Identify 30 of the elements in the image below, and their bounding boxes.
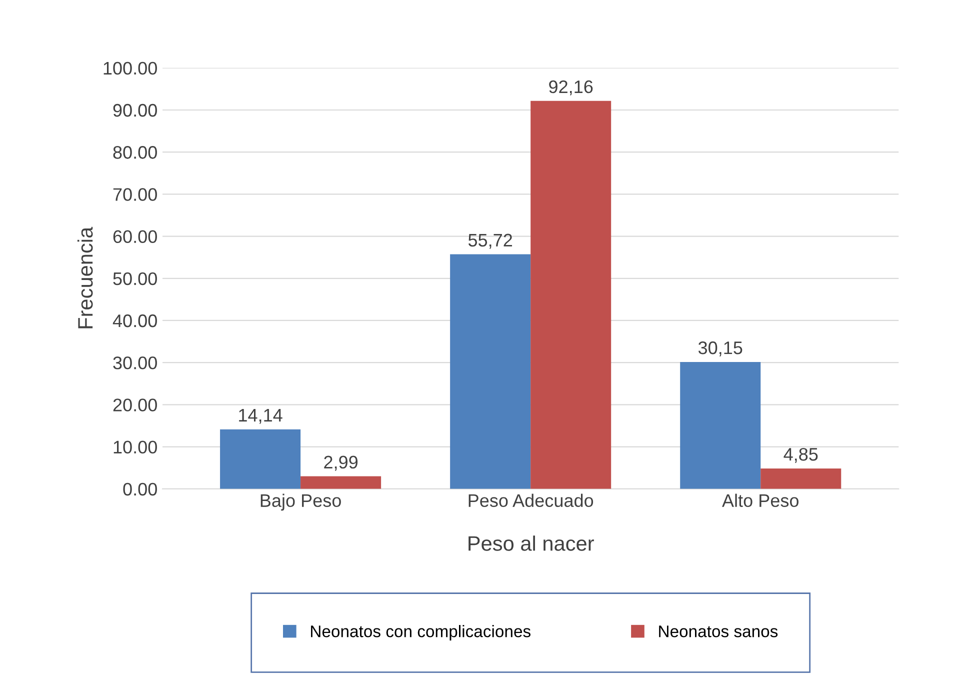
y-tick-label: 70.00 — [113, 188, 157, 201]
y-tick-label: 60.00 — [113, 230, 157, 244]
y-axis-title: Frecuencia — [77, 226, 93, 328]
y-tick-label: 80.00 — [113, 146, 157, 159]
y-tick-label: 50.00 — [113, 272, 157, 286]
legend-label: Neonatos con complicaciones — [311, 625, 530, 641]
data-label: 92,16 — [549, 80, 593, 96]
data-label: 14,14 — [239, 409, 282, 424]
data-label: 55,72 — [468, 234, 512, 249]
y-tick-label: 90.00 — [113, 104, 157, 117]
y-tick-label: 40.00 — [112, 314, 157, 328]
x-tick-label: Peso Adecuado — [468, 494, 594, 508]
x-tick-label: Bajo Peso — [260, 494, 341, 511]
bar — [450, 254, 531, 489]
bar — [300, 476, 382, 489]
y-tick-label: 20.00 — [113, 398, 157, 412]
data-label: 30,15 — [698, 341, 742, 356]
data-label: 2,99 — [324, 456, 358, 471]
legend-label: Neonatos sanos — [659, 626, 778, 638]
y-tick-label: 30.00 — [113, 356, 157, 370]
x-axis-title: Peso al nacer — [468, 536, 594, 551]
bar — [760, 468, 842, 489]
data-label: 4,85 — [784, 448, 818, 463]
bar — [220, 429, 301, 489]
x-tick-label: Alto Peso — [722, 494, 799, 508]
y-tick-label: 10.00 — [114, 440, 157, 454]
bar — [680, 362, 761, 489]
y-tick-label: 0.00 — [123, 482, 157, 496]
y-tick-label: 100.00 — [104, 62, 157, 75]
bar — [530, 100, 612, 489]
